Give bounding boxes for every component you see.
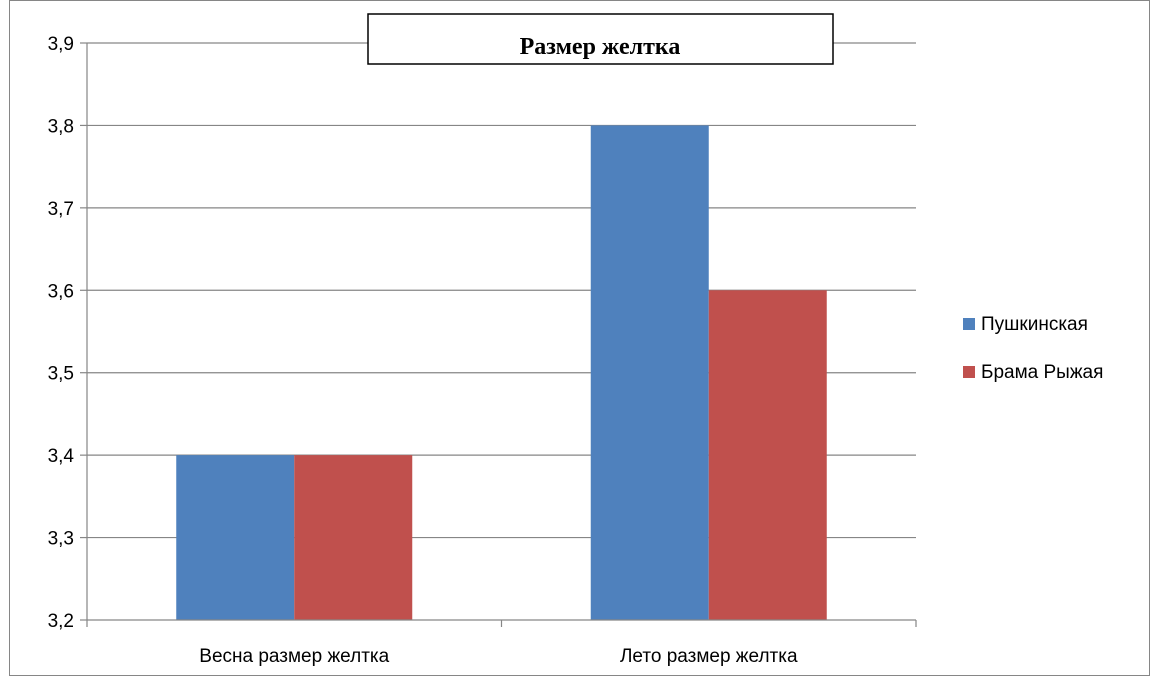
bar — [294, 455, 413, 620]
chart-title-box: Размер желтка — [367, 13, 834, 65]
bar — [176, 455, 295, 620]
y-tick-label: 3,4 — [48, 446, 75, 467]
axes — [80, 42, 917, 627]
bar — [590, 125, 709, 620]
y-tick-label: 3,5 — [48, 364, 74, 385]
legend-label: Брама Рыжая — [981, 362, 1103, 383]
legend-swatch — [963, 366, 975, 378]
y-tick-label: 3,3 — [48, 529, 74, 550]
y-tick-label: 3,7 — [48, 199, 74, 220]
x-tick-labels: Весна размер желтка Лето размер желтка — [199, 646, 798, 667]
y-tick-label: 3,9 — [48, 34, 74, 55]
bar — [708, 290, 827, 620]
y-tick-label: 3,6 — [48, 281, 74, 302]
chart-title: Размер желтка — [520, 34, 681, 60]
y-tick-label: 3,8 — [48, 116, 74, 137]
legend: Пушкинская Брама Рыжая — [963, 314, 1103, 383]
x-tick-label: Лето размер желтка — [620, 646, 798, 667]
y-tick-label: 3,2 — [48, 611, 74, 632]
legend-label: Пушкинская — [981, 314, 1088, 335]
legend-swatch — [963, 318, 975, 330]
bars — [176, 125, 827, 620]
x-tick-label: Весна размер желтка — [199, 646, 389, 667]
title-frame — [367, 13, 834, 65]
y-tick-labels: 3,2 3,3 3,4 3,5 3,6 3,7 3,8 3,9 — [48, 34, 75, 632]
